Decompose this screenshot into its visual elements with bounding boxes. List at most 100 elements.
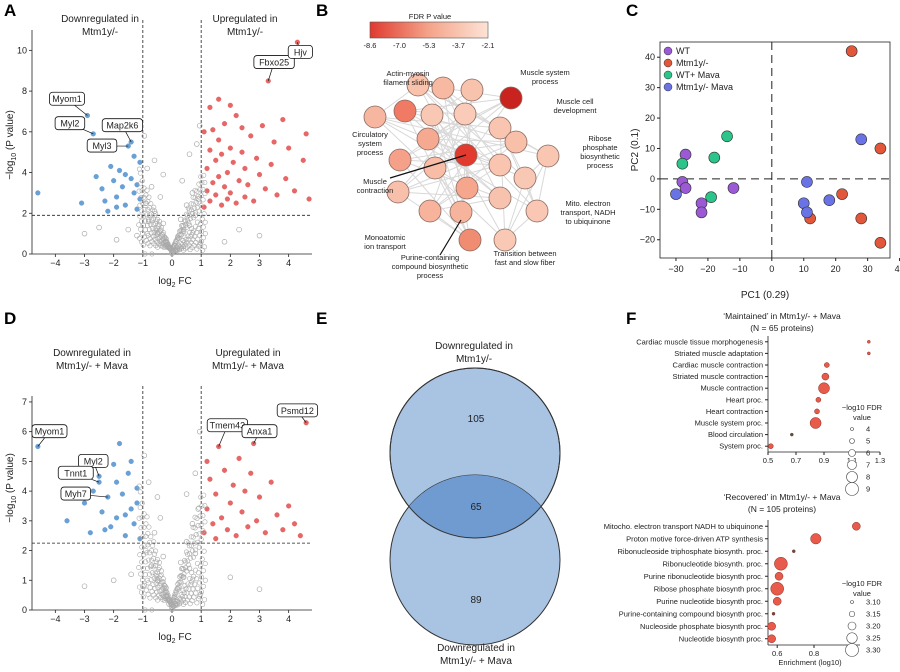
b-network-node [406,73,430,97]
a-point [128,176,134,182]
d-point [180,601,186,607]
d-point [136,515,142,521]
d-point [190,586,196,592]
a-point [90,131,96,137]
a-point [142,251,148,257]
fTop-x-tick-label: 1.3 [875,456,885,465]
d-point [154,494,161,500]
d-y-tick-label: 4 [22,486,27,496]
a-point [134,232,140,239]
a-point [146,194,152,200]
panel-letter-a: A [4,1,16,20]
d-point [182,558,188,564]
d-point [152,551,158,557]
d-point [200,601,206,607]
a-x-tick-label: 2 [228,258,233,268]
d-left-title-2: Mtm1y/- + Mava [56,361,128,372]
d-point [196,505,202,511]
volcano-plot-d: Downregulated in Mtm1y/- + Mava Upregula… [5,348,319,645]
a-point [136,166,142,172]
d-point [173,588,179,594]
fBottom-size-legend-label: 3.25 [866,634,881,643]
d-point [242,488,248,494]
a-point [137,213,143,219]
a-point [161,245,167,251]
a-point [294,39,300,45]
a-point [221,239,228,245]
a-point [221,121,228,127]
a-point [224,169,230,176]
d-point [280,527,286,533]
c-x-tick-label: 0 [769,264,774,274]
a-point [160,232,166,238]
a-point [155,236,161,242]
d-point [159,591,165,597]
c-point [874,236,887,249]
d-point [128,571,134,578]
fTop-size-legend-label: 5 [866,437,870,446]
d-point [195,523,201,529]
b-network-edge [374,116,506,241]
d-y-axis-label: −log10 (P value) [5,453,18,523]
d-point [254,518,260,524]
a-y-tick-label: 6 [22,127,27,137]
c-x-tick-label: 30 [863,264,873,274]
f-top-legend-title-1: −log10 FDR [842,403,883,412]
a-point [143,201,149,207]
fTop-size-legend-marker [847,460,857,470]
fBottom-size-legend-label: 3.30 [866,646,881,655]
d-point [151,575,157,581]
d-point [99,509,105,515]
fTop-category-label: Heart contraction [706,407,763,416]
f-top-title: ‘Maintained’ in Mtm1y/- + Mava [723,311,841,321]
fTop-category-label: Cardiac muscle tissue morphogenesis [636,337,763,346]
d-point [139,500,145,506]
b-network-edge [429,141,517,212]
b-node-label: Muscle contraction [357,177,394,195]
d-point [202,519,208,525]
a-point [207,104,213,110]
fTop-size-legend-label: 9 [866,485,870,494]
d-point [148,557,154,563]
a-point [189,190,196,196]
d-point [139,577,145,583]
a-point [79,200,85,206]
b-colorbar-tick: -2.1 [482,41,495,50]
d-point [193,567,199,573]
d-point [187,601,193,607]
fBottom-dot [767,622,776,631]
a-point [303,131,309,137]
c-legend-label: WT [676,46,690,56]
a-point [202,231,208,237]
d-point [198,574,204,580]
a-point [221,184,228,190]
a-point [116,167,123,174]
d-point [239,509,245,515]
fBottom-category-label: Ribose phosphate biosynth proc. [654,584,763,593]
a-point [148,217,154,223]
a-point [108,163,114,169]
d-point [196,531,202,537]
d-point [185,540,191,546]
d-point [196,544,202,550]
d-point [147,564,153,570]
d-point [198,494,204,500]
d-point [175,584,181,590]
fTop-category-label: Striated muscle contraction [673,372,763,381]
a-point [213,192,219,198]
a-point [201,129,207,135]
a-point [187,212,193,218]
d-point [198,522,204,528]
d-point [202,577,208,583]
d-point [183,586,189,592]
fBottom-category-label: Purine ribonucleotide biosynth proc. [644,572,763,581]
panel-letter-f: F [626,309,636,328]
b-label-leader [439,219,462,256]
a-point [145,206,151,212]
a-point [138,195,144,201]
d-point [114,479,120,485]
b-network-node [455,176,479,200]
b-network-edge [397,164,501,193]
d-point [189,521,196,527]
c-legend-label: Mtm1y/- [676,58,709,68]
